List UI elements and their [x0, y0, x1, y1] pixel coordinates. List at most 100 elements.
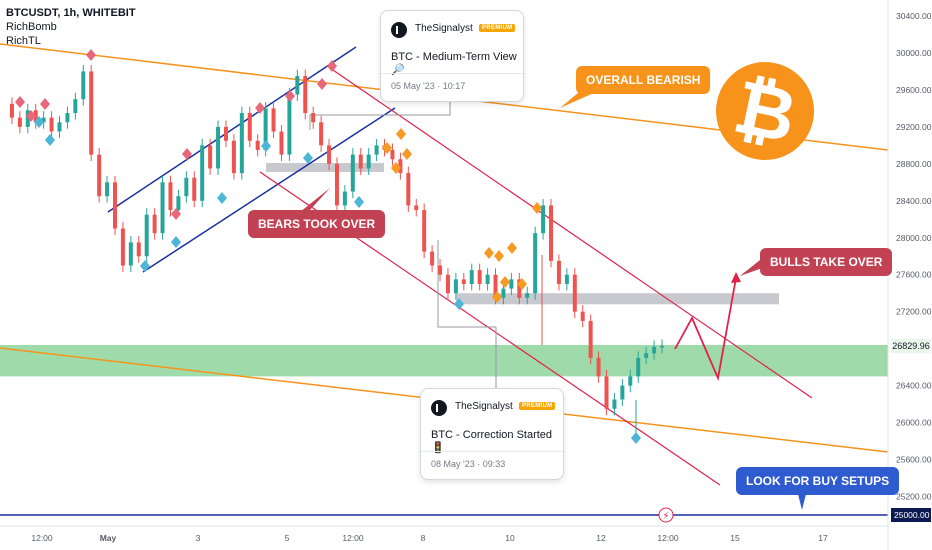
author-logo-icon — [431, 400, 447, 416]
candle-body — [17, 117, 22, 127]
candle-body — [120, 228, 125, 266]
signal-diamond — [402, 148, 412, 160]
lightning-icon: ⚡ — [662, 511, 669, 522]
candle-body — [445, 274, 450, 294]
candle-body — [358, 154, 363, 169]
price-tick-label: 27600.00 — [896, 270, 932, 280]
candle-body — [533, 233, 538, 294]
candle-body — [406, 173, 411, 206]
signal-diamond — [40, 98, 50, 110]
signal-diamond — [34, 116, 44, 128]
candle-body — [580, 311, 585, 321]
candle-body — [41, 117, 46, 123]
candle-body — [65, 113, 70, 123]
candle-body — [588, 320, 593, 358]
candle-body — [311, 113, 316, 123]
signal-diamond — [396, 128, 406, 140]
signal-diamond — [507, 242, 517, 254]
time-tick-label: May — [100, 533, 117, 543]
candle-body — [176, 196, 181, 211]
overall-bearish-callout[interactable]: OVERALL BEARISH — [576, 66, 711, 94]
candle-body — [366, 154, 371, 169]
red-channel-upper — [329, 67, 813, 399]
signal-diamond — [454, 298, 464, 310]
candle-body — [25, 110, 30, 127]
candle-body — [216, 126, 221, 169]
signal-diamond — [45, 134, 55, 146]
candle-body — [89, 71, 94, 155]
symbol-label: BTCUSDT, 1h, WHITEBIT — [6, 7, 136, 19]
candle-body — [184, 177, 189, 197]
candle-body — [295, 76, 300, 95]
bulls-take-over-callout[interactable]: BULLS TAKE OVER — [760, 248, 893, 276]
candle-body — [541, 205, 546, 234]
card-date: 05 May '23 · 10:17 — [391, 81, 466, 91]
card-connector — [437, 240, 497, 388]
signal-diamond — [494, 250, 504, 262]
candle-body — [263, 108, 268, 150]
candle-body — [168, 182, 173, 211]
bears-took-over-callout[interactable]: BEARS TOOK OVER — [248, 210, 386, 238]
candle-body — [596, 357, 601, 377]
signal-diamond — [171, 208, 181, 220]
candle-body — [430, 251, 435, 266]
card-connector — [309, 96, 451, 130]
bottom-level-tag — [891, 508, 931, 522]
signal-diamond — [171, 236, 181, 248]
candle-body — [208, 145, 213, 169]
candle-body — [390, 149, 395, 160]
idea-card-correction[interactable]: TheSignalyst PREMIUM BTC - Correction St… — [420, 388, 564, 480]
time-tick-label: 8 — [421, 533, 426, 543]
signal-diamond — [285, 90, 295, 102]
blue-channel-lower — [142, 107, 396, 273]
price-tick-label: 26400.00 — [896, 381, 932, 391]
look-for-buy-callout[interactable]: LOOK FOR BUY SETUPS — [736, 467, 900, 495]
candle-body — [160, 182, 165, 234]
bitcoin-logo-icon: ₿ — [716, 62, 814, 160]
signal-diamond — [354, 196, 364, 208]
candle-body — [49, 117, 54, 132]
price-tick-label: 29600.00 — [896, 85, 932, 95]
candle-body — [374, 145, 379, 155]
signal-diamond — [86, 49, 96, 61]
projected-path — [674, 277, 737, 382]
last-price-label: 26829.96 — [891, 339, 931, 353]
candle-body — [644, 353, 649, 358]
candle-body — [438, 265, 443, 275]
idea-card-medium-term[interactable]: TheSignalyst PREMIUM BTC - Medium-Term V… — [380, 10, 524, 102]
bottom-level-label: 25000.00 — [894, 510, 930, 520]
price-tick-label: 28800.00 — [896, 159, 932, 169]
price-tick-label: 28400.00 — [896, 196, 932, 206]
candle-body — [144, 214, 149, 257]
card-divider — [381, 73, 523, 74]
candle-body — [255, 140, 260, 150]
candle-body — [549, 205, 554, 261]
signal-diamond — [303, 152, 313, 164]
candle-body — [556, 260, 561, 284]
projection-arrowhead — [731, 272, 741, 283]
candle-body — [303, 76, 308, 114]
time-tick-label: 5 — [285, 533, 290, 543]
indicator-richbomb[interactable]: RichBomb — [6, 21, 57, 33]
candle-body — [453, 279, 458, 294]
indicator-richtl[interactable]: RichTL — [6, 35, 41, 47]
signal-diamond — [517, 278, 527, 290]
price-tick-label: 25600.00 — [896, 455, 932, 465]
price-tick-label: 30400.00 — [896, 11, 932, 21]
candle-body — [279, 131, 284, 155]
candle-body — [517, 279, 522, 298]
time-tick-label: 3 — [196, 533, 201, 543]
price-tick-label: 30000.00 — [896, 48, 932, 58]
candle-body — [105, 182, 110, 197]
candle-body — [485, 274, 490, 284]
premium-badge: PREMIUM — [479, 24, 516, 32]
signal-diamond — [327, 60, 337, 72]
card-divider — [421, 451, 563, 452]
signal-diamond — [255, 102, 265, 114]
candle-body — [652, 346, 657, 354]
candle-body — [612, 399, 617, 409]
candle-body — [564, 274, 569, 284]
blue-channel-upper — [107, 46, 357, 213]
candle-body — [501, 288, 506, 298]
signal-diamond — [15, 96, 25, 108]
